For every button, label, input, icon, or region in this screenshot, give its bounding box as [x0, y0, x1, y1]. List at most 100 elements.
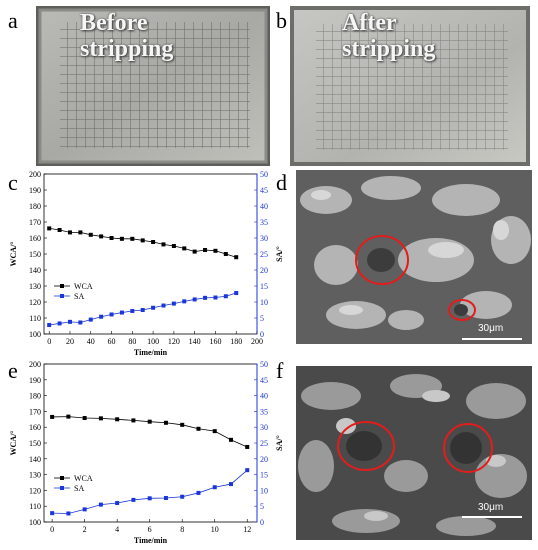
scale-label-f: 30μm — [478, 502, 504, 513]
right-tick-label: 5 — [260, 502, 264, 511]
right-tick-label: 5 — [260, 314, 264, 323]
left-tick-label: 130 — [29, 471, 41, 480]
data-point-sa — [98, 502, 103, 507]
left-tick-label: 130 — [29, 282, 41, 291]
data-point-wca — [98, 416, 103, 421]
series-line-wca — [49, 228, 237, 258]
data-point-sa — [192, 297, 197, 302]
panel-label-c: c — [8, 170, 18, 195]
data-point-wca — [228, 437, 233, 442]
left-tick-label: 120 — [29, 486, 41, 495]
legend-marker — [60, 294, 64, 298]
sem-image-d — [296, 170, 532, 344]
right-tick-label: 20 — [260, 266, 268, 275]
right-tick-label: 40 — [260, 202, 268, 211]
left-tick-label: 140 — [29, 455, 41, 464]
chart-abrasion-time: 1001101201301401501601701801902000510152… — [9, 360, 284, 545]
sem-image-f — [296, 366, 532, 540]
right-tick-label: 35 — [260, 218, 268, 227]
data-point-wca — [203, 248, 208, 252]
data-point-wca — [140, 238, 145, 243]
right-tick-label: 20 — [260, 455, 268, 464]
data-point-wca — [82, 416, 87, 421]
data-point-wca — [161, 242, 166, 247]
data-point-sa — [67, 319, 72, 324]
data-point-wca — [67, 230, 72, 235]
data-point-wca — [130, 236, 135, 241]
left-tick-label: 110 — [29, 502, 41, 511]
data-point-sa — [203, 295, 208, 300]
caption-before: Before stripping — [80, 10, 174, 62]
x-axis-label: Time/min — [134, 348, 168, 357]
data-point-sa — [82, 507, 87, 512]
data-point-wca — [50, 414, 55, 419]
data-point-sa — [47, 323, 52, 328]
photo-after-stripping — [290, 6, 530, 166]
right-tick-label: 15 — [260, 282, 268, 291]
data-point-wca — [57, 228, 62, 232]
right-tick-label: 25 — [260, 439, 268, 448]
data-point-wca — [119, 236, 124, 241]
data-point-sa — [99, 314, 104, 319]
x-tick-label: 40 — [87, 337, 95, 346]
left-tick-label: 160 — [29, 423, 41, 432]
x-tick-label: 0 — [47, 337, 51, 346]
x-tick-label: 4 — [115, 525, 119, 534]
left-tick-label: 200 — [29, 170, 41, 179]
left-tick-label: 110 — [29, 314, 41, 323]
data-point-wca — [47, 226, 52, 231]
left-tick-label: 150 — [29, 250, 41, 259]
left-tick-label: 170 — [29, 407, 41, 416]
data-point-sa — [182, 299, 187, 304]
x-tick-label: 100 — [147, 337, 159, 346]
data-point-sa — [234, 291, 239, 296]
y2-axis-label: SA/° — [275, 435, 284, 451]
data-point-wca — [234, 255, 239, 260]
legend-marker — [60, 284, 64, 288]
panel-label-e: e — [8, 358, 18, 383]
panel-label-a: a — [8, 8, 18, 33]
data-point-sa — [213, 295, 218, 300]
right-tick-label: 35 — [260, 407, 268, 416]
left-tick-label: 190 — [29, 376, 41, 385]
data-point-sa — [161, 303, 166, 308]
right-tick-label: 40 — [260, 392, 268, 401]
x-tick-label: 6 — [148, 525, 152, 534]
x-tick-label: 180 — [230, 337, 242, 346]
data-point-sa — [109, 312, 114, 317]
data-point-sa — [223, 294, 228, 299]
data-point-sa — [115, 501, 120, 506]
data-point-sa — [88, 317, 93, 322]
right-tick-label: 30 — [260, 234, 268, 243]
x-tick-label: 200 — [251, 337, 263, 346]
x-tick-label: 120 — [168, 337, 180, 346]
x-tick-label: 60 — [108, 337, 116, 346]
data-point-sa — [212, 485, 217, 490]
photo-before-stripping — [36, 6, 270, 166]
x-axis-label: Time/min — [134, 536, 168, 545]
y2-axis-label: SA/° — [275, 246, 284, 262]
legend-marker — [60, 486, 64, 490]
right-tick-label: 45 — [260, 186, 268, 195]
x-tick-label: 2 — [83, 525, 87, 534]
data-point-sa — [57, 321, 62, 326]
caption-after: After stripping — [342, 10, 436, 62]
data-point-sa — [130, 308, 135, 313]
data-point-wca — [78, 230, 83, 235]
data-point-wca — [212, 429, 217, 434]
data-point-sa — [245, 468, 250, 473]
left-tick-label: 180 — [29, 392, 41, 401]
x-tick-label: 80 — [128, 337, 136, 346]
left-tick-label: 160 — [29, 234, 41, 243]
right-tick-label: 15 — [260, 471, 268, 480]
data-point-sa — [171, 301, 176, 306]
data-point-wca — [99, 234, 104, 239]
legend-marker — [60, 476, 64, 480]
x-tick-label: 12 — [243, 525, 251, 534]
data-point-wca — [192, 249, 197, 254]
data-point-sa — [196, 490, 201, 495]
chart-stripping-time: 1001101201301401501601701801902000510152… — [9, 170, 284, 357]
legend-label-sa: SA — [74, 484, 84, 493]
x-tick-label: 10 — [211, 525, 219, 534]
x-tick-label: 8 — [180, 525, 184, 534]
